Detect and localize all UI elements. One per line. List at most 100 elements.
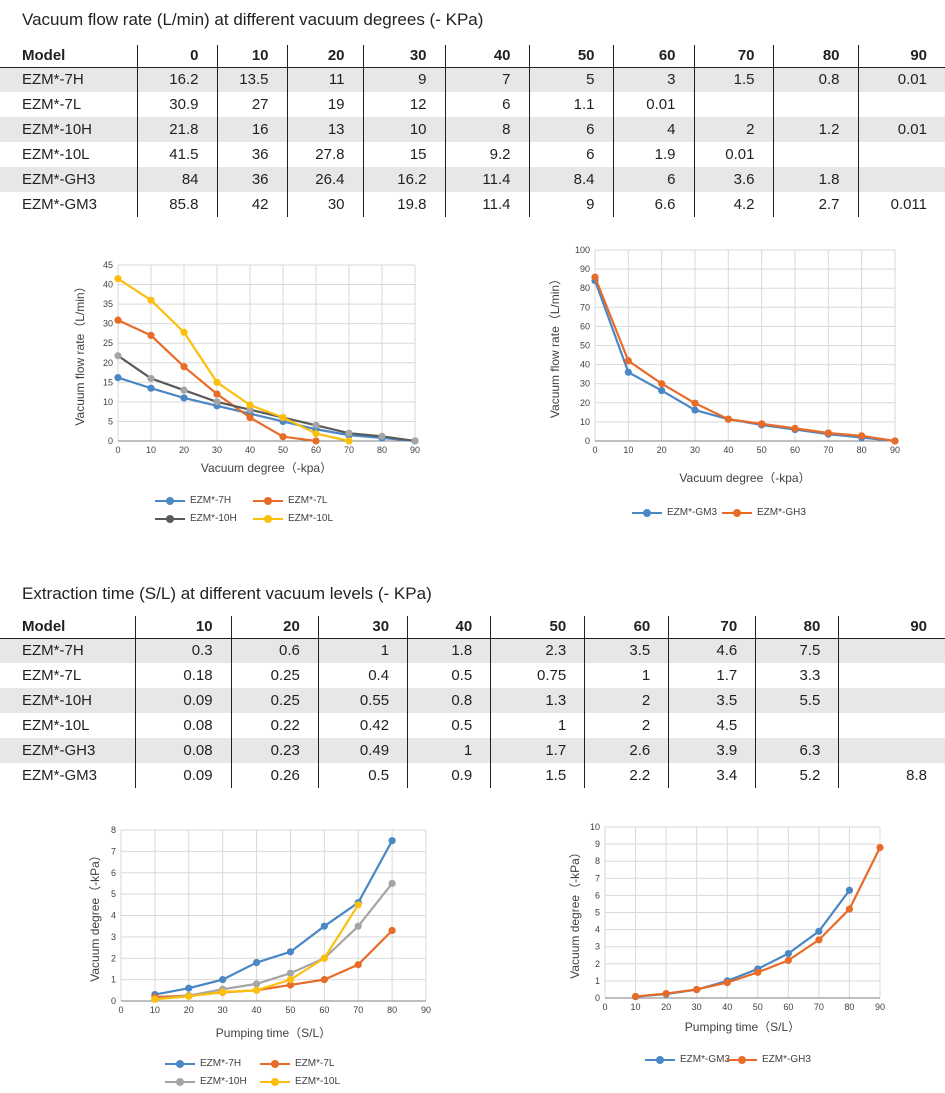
value-cell: 0.6 <box>230 638 319 663</box>
data-point <box>246 401 254 409</box>
legend-label: EZM*-10L <box>288 513 334 524</box>
x-tick-label: 30 <box>692 1002 702 1012</box>
value-cell: 1.9 <box>612 142 694 167</box>
y-tick-label: 0 <box>595 993 600 1003</box>
column-header-60: 60 <box>584 616 669 639</box>
value-cell: 85.8 <box>136 192 217 217</box>
legend-label: EZM*-GM3 <box>680 1054 730 1065</box>
data-point <box>691 399 699 407</box>
column-header-0: 0 <box>136 45 217 68</box>
value-cell: 1.8 <box>772 167 858 192</box>
data-point <box>213 378 221 386</box>
y-tick-label: 3 <box>111 932 116 942</box>
value-cell <box>857 142 945 167</box>
y-tick-label: 45 <box>103 260 113 270</box>
value-cell: 0.25 <box>230 688 319 713</box>
y-tick-label: 2 <box>595 959 600 969</box>
x-tick-label: 50 <box>278 445 288 455</box>
data-point <box>286 981 295 989</box>
data-point <box>388 837 396 845</box>
series-line-EZM*-10H <box>117 354 416 443</box>
legend-line-marker <box>155 496 185 505</box>
x-tick-label: 20 <box>179 445 189 455</box>
legend-label: EZM*-10H <box>200 1076 247 1087</box>
x-tick-label: 0 <box>115 445 120 455</box>
data-point <box>185 992 193 1000</box>
data-point <box>286 948 295 956</box>
data-point <box>631 992 640 1001</box>
legend-line-marker <box>632 508 662 517</box>
legend-item: EZM*-10H <box>155 513 237 524</box>
legend-line-marker <box>155 514 185 523</box>
data-point <box>180 394 188 402</box>
data-point <box>312 437 320 445</box>
data-point <box>312 429 320 438</box>
x-tick-label: 40 <box>245 445 255 455</box>
data-point <box>758 420 766 428</box>
model-cell: EZM*-10L <box>22 717 90 734</box>
value-cell: 2 <box>693 117 773 142</box>
data-point <box>815 936 823 944</box>
column-header-30: 30 <box>317 616 408 639</box>
column-header-70: 70 <box>693 45 773 68</box>
value-cell <box>772 92 858 117</box>
data-point <box>354 901 362 909</box>
data-point <box>114 275 122 283</box>
extraction-time-chart-small-models: 0 10 20 30 40 50 60 70 80 90 0 1 2 3 4 5 6 7 8 Pumping time… <box>88 825 431 1040</box>
x-tick-label: 60 <box>783 1002 793 1012</box>
data-point <box>724 415 732 423</box>
value-cell: 8.4 <box>528 167 613 192</box>
data-point <box>378 432 386 440</box>
data-point <box>252 986 261 994</box>
data-point <box>219 988 227 996</box>
value-cell: 4.2 <box>693 192 773 217</box>
model-cell: EZM*-7H <box>0 67 137 92</box>
x-tick-label: 10 <box>150 1005 160 1015</box>
value-cell: 0.8 <box>407 688 491 713</box>
data-point <box>784 956 792 964</box>
value-cell: 1 <box>317 638 408 663</box>
legend-label: EZM*-10H <box>190 513 237 524</box>
value-cell: 9 <box>362 67 445 92</box>
value-cell: 3.4 <box>668 763 756 788</box>
value-cell: 2 <box>584 688 669 713</box>
value-cell: 21.8 <box>136 117 217 142</box>
y-tick-label: 4 <box>595 925 600 935</box>
series-line-EZM*-10L <box>117 277 350 443</box>
data-point <box>658 386 666 395</box>
value-cell: 6.3 <box>755 738 839 763</box>
data-point <box>345 429 353 437</box>
legend-label: EZM*-GH3 <box>757 507 806 518</box>
value-cell: 0.18 <box>134 663 232 688</box>
value-cell: 1 <box>407 738 491 763</box>
value-cell <box>838 713 945 738</box>
column-header-20: 20 <box>230 616 319 639</box>
value-cell: 0.01 <box>857 67 945 92</box>
x-tick-label: 50 <box>753 1002 763 1012</box>
value-cell: 30 <box>286 192 363 217</box>
value-cell: 0.9 <box>407 763 491 788</box>
value-cell <box>838 738 945 763</box>
data-point <box>286 969 295 977</box>
value-cell: 1 <box>490 713 585 738</box>
y-tick-label: 60 <box>580 321 590 331</box>
value-cell: 7 <box>444 67 529 92</box>
value-cell: 6 <box>612 167 694 192</box>
value-cell <box>838 688 945 713</box>
data-point <box>388 926 396 935</box>
value-cell: 0.22 <box>230 713 319 738</box>
table-row: EZM*-GH3 84 36 26.4 16.2 11.4 8.4 6 3.6 1.8 <box>0 167 945 192</box>
y-tick-label: 7 <box>595 873 600 883</box>
value-cell: 0.4 <box>317 663 408 688</box>
value-cell: 0.55 <box>317 688 408 713</box>
value-cell: 3 <box>612 67 694 92</box>
legend-item: EZM*-7H <box>155 495 231 506</box>
table-row: EZM*-7H 0.3 0.6 1 1.8 2.3 3.5 4.6 7.5 <box>0 638 945 663</box>
x-tick-label: 80 <box>857 445 867 455</box>
data-point <box>252 980 261 988</box>
data-point <box>624 368 632 376</box>
y-tick-label: 25 <box>103 338 113 348</box>
value-cell: 1.1 <box>528 92 613 117</box>
value-cell: 0.75 <box>490 663 585 688</box>
model-cell: EZM*-7L <box>22 667 82 684</box>
